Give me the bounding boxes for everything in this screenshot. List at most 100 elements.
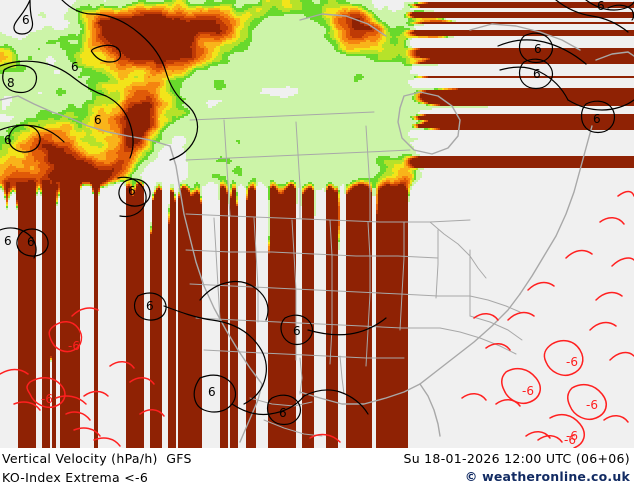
state-border-15 — [339, 355, 345, 395]
ko-contour-6 — [83, 390, 109, 397]
contour-label-text: 6 — [533, 67, 541, 81]
coastline-4 — [419, 383, 441, 437]
state-border-13 — [203, 349, 405, 359]
contour-label: -6 — [564, 433, 576, 447]
contour-label-text: 6 — [279, 406, 287, 420]
coastline-10 — [299, 13, 387, 37]
state-border-10 — [185, 249, 439, 259]
vv-contour-24 — [518, 32, 554, 64]
ko-contour-20 — [595, 291, 623, 301]
vv-contour-16 — [243, 337, 267, 405]
vv-contour-9 — [0, 227, 37, 259]
contour-label-text: 6 — [27, 235, 35, 249]
ko-contour-12 — [139, 409, 165, 417]
vv-contour-2 — [165, 71, 199, 161]
contour-label: 6 — [128, 184, 136, 198]
ko-contour-0 — [48, 321, 83, 353]
contour-label: 6 — [293, 324, 301, 338]
vv-contour-23 — [497, 39, 587, 65]
ko-contour-29 — [461, 393, 487, 401]
ko-contour-10 — [73, 427, 101, 437]
state-border-22 — [185, 149, 411, 161]
ko-contour-33 — [537, 435, 563, 443]
ko-contour-30 — [565, 249, 593, 259]
vv-contour-7 — [8, 124, 41, 153]
ko-contour-2 — [26, 377, 66, 408]
ko-contour-22 — [589, 321, 617, 331]
vv-contour-10 — [16, 228, 49, 257]
contour-label-text: 6 — [534, 42, 542, 56]
vv-contour-5 — [2, 64, 38, 94]
contour-label: 6 — [4, 234, 12, 248]
coastline-8 — [595, 51, 634, 61]
ko-index-contour-layer — [0, 190, 634, 448]
contour-label: -6 — [566, 429, 578, 443]
vv-contour-0 — [13, 0, 34, 35]
state-border-2 — [213, 217, 221, 321]
vv-contour-15 — [163, 305, 253, 339]
coastline-7 — [397, 91, 461, 155]
state-border-8 — [435, 229, 439, 299]
contour-label-text: -6 — [41, 392, 53, 406]
vertical-velocity-contour-layer — [0, 0, 634, 426]
coastline-6 — [519, 125, 593, 295]
contour-label-text: -6 — [68, 339, 80, 353]
vv-contour-11 — [117, 176, 147, 218]
vv-contour-21 — [280, 314, 314, 346]
state-border-16 — [469, 295, 521, 313]
ko-contour-28 — [473, 313, 499, 321]
contour-label-text: 8 — [7, 76, 15, 90]
contour-label: 6 — [22, 13, 30, 27]
state-border-21 — [365, 125, 371, 223]
state-border-4 — [291, 219, 297, 361]
vv-contour-22 — [307, 317, 387, 336]
state-border-5 — [329, 219, 333, 365]
ko-contour-7 — [65, 411, 91, 421]
state-border-18 — [439, 327, 517, 355]
contour-label-text: 6 — [4, 234, 12, 248]
state-border-20 — [295, 121, 301, 219]
coastline-9 — [469, 23, 581, 51]
ko-contour-24 — [609, 351, 634, 361]
field-label: Vertical Velocity (hPa/h) GFS — [2, 451, 192, 466]
vv-contour-14 — [133, 292, 167, 321]
state-border-6 — [365, 221, 371, 367]
contour-label: 6 — [597, 0, 605, 13]
map-panel[interactable]: 6 6 8 6 6 6 6 6 6 6 6 6 6 6 6 6 -6 -6 -6 -6 -6 -6 -6 — [0, 0, 634, 448]
ko-contour-17 — [549, 413, 585, 448]
vv-contour-28 — [580, 100, 616, 134]
ko-contour-5 — [55, 395, 87, 405]
contour-label-text: 6 — [593, 112, 601, 126]
ko-contour-23 — [495, 399, 521, 407]
contour-label: 8 — [7, 76, 15, 90]
map-footer: Vertical Velocity (hPa/h) GFS KO-Index E… — [0, 448, 634, 490]
coastline-3 — [299, 383, 421, 405]
ko-contour-21 — [611, 257, 634, 267]
vv-contour-19 — [266, 394, 302, 426]
contour-label-text: 6 — [94, 113, 102, 127]
contour-label-text: 6 — [4, 133, 12, 147]
state-border-19 — [223, 119, 231, 217]
ko-contour-11 — [93, 437, 121, 447]
contour-label: 6 — [208, 385, 216, 399]
ko-contour-9 — [129, 377, 155, 385]
ko-contour-25 — [525, 431, 551, 439]
state-border-25 — [263, 419, 323, 437]
contour-label-text: 6 — [146, 299, 154, 313]
contour-label: 6 — [146, 299, 154, 313]
vv-contour-8 — [105, 95, 134, 159]
contour-label-text: -6 — [566, 429, 578, 443]
state-border-1 — [429, 221, 487, 279]
vv-contour-25 — [499, 66, 569, 101]
ko-contour-15 — [501, 367, 541, 404]
contour-label: 6 — [94, 113, 102, 127]
ko-contour-19 — [527, 281, 555, 291]
contour-label-text: -6 — [564, 433, 576, 447]
contour-label: 6 — [534, 42, 542, 56]
vv-contour-13 — [199, 280, 269, 321]
contour-label-text: -6 — [586, 398, 598, 412]
vv-contour-12 — [118, 178, 151, 207]
ko-contour-13 — [309, 433, 341, 443]
